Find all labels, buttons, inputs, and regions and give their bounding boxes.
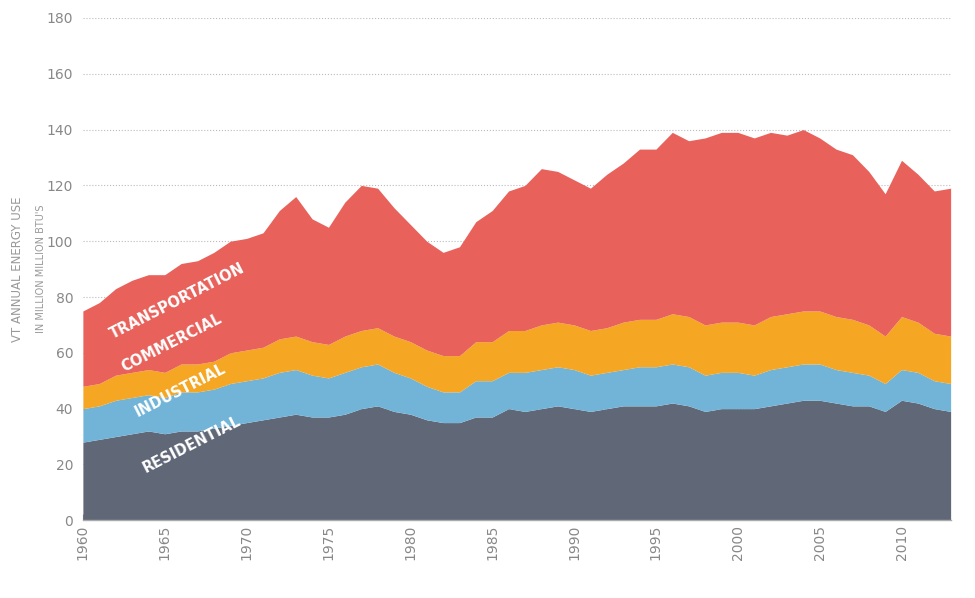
Text: VT ANNUAL ENERGY USE: VT ANNUAL ENERGY USE xyxy=(11,196,24,342)
Text: COMMERCIAL: COMMERCIAL xyxy=(119,312,224,375)
Text: TRANSPORTATION: TRANSPORTATION xyxy=(107,261,248,341)
Text: INDUSTRIAL: INDUSTRIAL xyxy=(132,361,228,420)
Text: RESIDENTIAL: RESIDENTIAL xyxy=(140,413,244,475)
Text: IN MILLION MILLION BTU'S: IN MILLION MILLION BTU'S xyxy=(36,205,46,333)
